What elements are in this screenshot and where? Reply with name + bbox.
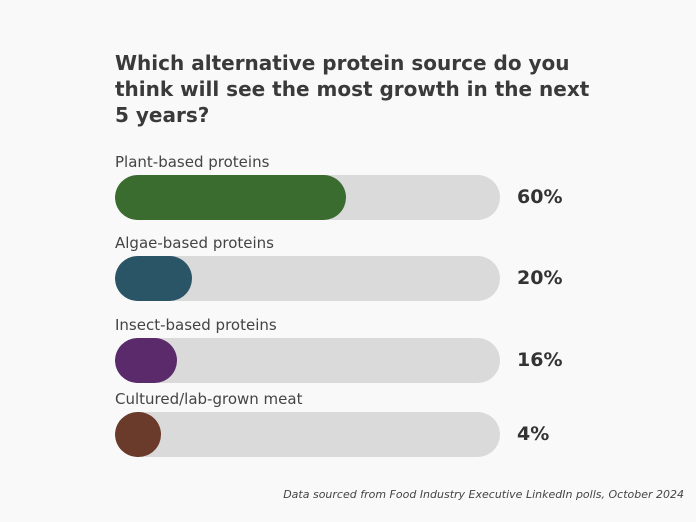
bar: [115, 412, 161, 457]
category-label: Algae-based proteins: [115, 234, 274, 252]
category-label: Insect-based proteins: [115, 316, 277, 334]
value-label: 60%: [517, 186, 563, 208]
category-label: Cultured/lab-grown meat: [115, 390, 303, 408]
bar: [115, 175, 346, 220]
bar-track: [115, 175, 500, 220]
value-label: 20%: [517, 267, 563, 289]
chart-title: Which alternative protein source do you …: [115, 51, 590, 127]
bar: [115, 256, 192, 301]
bar: [115, 338, 177, 383]
value-label: 16%: [517, 349, 563, 371]
source-note: Data sourced from Food Industry Executiv…: [283, 488, 684, 501]
bar-track: [115, 412, 500, 457]
bar-track: [115, 338, 500, 383]
bar-track: [115, 256, 500, 301]
category-label: Plant-based proteins: [115, 153, 270, 171]
value-label: 4%: [517, 423, 550, 445]
